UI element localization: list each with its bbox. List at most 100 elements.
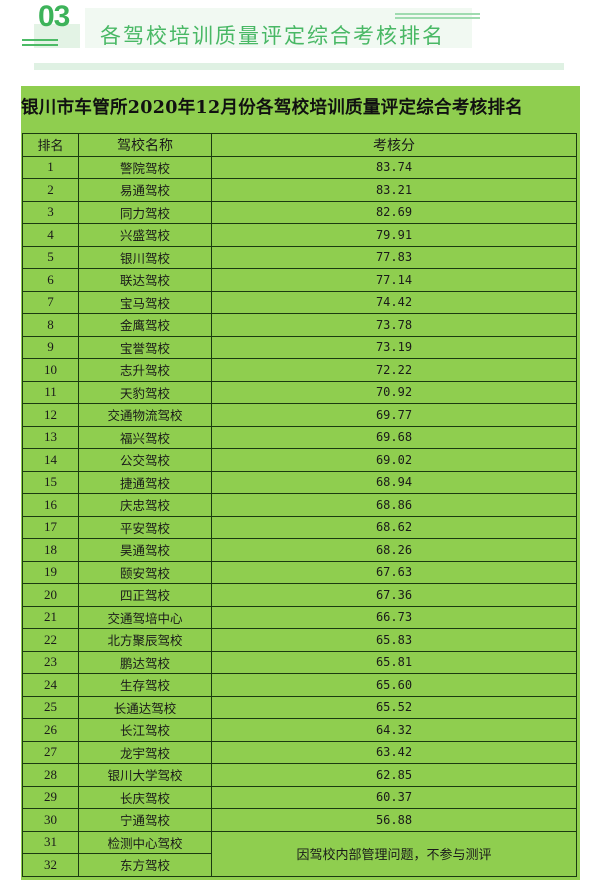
rank-cell: 10 — [22, 358, 79, 382]
table-row: 7 宝马驾校 74.42 — [22, 290, 577, 314]
table-row: 13 福兴驾校 69.68 — [22, 425, 577, 449]
rank-cell: 20 — [22, 583, 79, 607]
school-name-cell: 宝马驾校 — [78, 290, 212, 314]
school-name-cell: 生存驾校 — [78, 673, 212, 697]
score-cell: 64.32 — [211, 718, 577, 742]
excluded-note-cell: 因驾校内部管理问题，不参与测评 — [211, 830, 577, 877]
school-name-cell: 警院驾校 — [78, 155, 212, 179]
score-cell: 65.52 — [211, 695, 577, 719]
section-title-box — [85, 8, 472, 48]
score-cell: 65.83 — [211, 628, 577, 652]
school-name-cell: 捷通驾校 — [78, 470, 212, 494]
table-row-excluded: 31 检测中心驾校 因驾校内部管理问题，不参与测评 — [22, 830, 577, 877]
table-row: 22 北方聚辰驾校 65.83 — [22, 628, 577, 652]
rank-cell: 12 — [22, 403, 79, 427]
score-cell: 68.26 — [211, 538, 577, 562]
table-row: 28 银川大学驾校 62.85 — [22, 763, 577, 787]
table-row: 6 联达驾校 77.14 — [22, 268, 577, 292]
section-number: 03 — [38, 0, 70, 33]
section-divider-bar — [34, 63, 564, 70]
table-row: 26 长江驾校 64.32 — [22, 718, 577, 742]
school-name-cell: 颐安驾校 — [78, 560, 212, 584]
school-name-cell: 长通达驾校 — [78, 695, 212, 719]
school-name-cell: 鹏达驾校 — [78, 650, 212, 674]
school-name-cell: 宝誉驾校 — [78, 335, 212, 359]
school-name-cell: 东方驾校 — [78, 853, 212, 877]
header-rank: 排名 — [22, 133, 79, 157]
rank-cell: 5 — [22, 245, 79, 269]
rank-cell: 19 — [22, 560, 79, 584]
rank-cell: 11 — [22, 380, 79, 404]
table-row: 23 鹏达驾校 65.81 — [22, 650, 577, 674]
decorative-line — [395, 13, 480, 15]
school-name-cell: 联达驾校 — [78, 268, 212, 292]
rank-cell: 29 — [22, 785, 79, 809]
score-cell: 69.68 — [211, 425, 577, 449]
score-cell: 56.88 — [211, 808, 577, 832]
score-cell: 68.94 — [211, 470, 577, 494]
score-cell: 62.85 — [211, 763, 577, 787]
table-row: 17 平安驾校 68.62 — [22, 515, 577, 539]
rank-cell: 18 — [22, 538, 79, 562]
table-row: 14 公交驾校 69.02 — [22, 448, 577, 472]
table-row: 30 宁通驾校 56.88 — [22, 808, 577, 832]
rank-cell: 2 — [22, 178, 79, 202]
table-row: 1 警院驾校 83.74 — [22, 155, 577, 179]
table-row: 8 金鹰驾校 73.78 — [22, 313, 577, 337]
school-name-cell: 同力驾校 — [78, 200, 212, 224]
rank-cell: 32 — [22, 853, 79, 877]
rank-cell: 27 — [22, 740, 79, 764]
rank-cell: 15 — [22, 470, 79, 494]
school-name-cell: 兴盛驾校 — [78, 223, 212, 247]
table-row: 24 生存驾校 65.60 — [22, 673, 577, 697]
score-cell: 68.62 — [211, 515, 577, 539]
score-cell: 72.22 — [211, 358, 577, 382]
rank-cell: 22 — [22, 628, 79, 652]
score-cell: 77.83 — [211, 245, 577, 269]
decorative-line — [22, 44, 58, 46]
ranking-sheet: 银川市车管所2020年12月份各驾校培训质量评定综合考核排名 排名 驾校名称 考… — [21, 86, 580, 880]
school-name-cell: 志升驾校 — [78, 358, 212, 382]
school-name-cell: 龙宇驾校 — [78, 740, 212, 764]
table-row: 2 易通驾校 83.21 — [22, 178, 577, 202]
rank-cell: 31 — [22, 830, 79, 854]
rank-cell: 8 — [22, 313, 79, 337]
header-score: 考核分 — [211, 133, 577, 157]
table-row: 29 长庆驾校 60.37 — [22, 785, 577, 809]
school-name-cell: 长江驾校 — [78, 718, 212, 742]
score-cell: 70.92 — [211, 380, 577, 404]
score-cell: 65.60 — [211, 673, 577, 697]
decorative-line — [22, 39, 58, 41]
table-header-row: 排名 驾校名称 考核分 — [22, 133, 577, 157]
score-cell: 79.91 — [211, 223, 577, 247]
school-name-cell: 福兴驾校 — [78, 425, 212, 449]
score-cell: 74.42 — [211, 290, 577, 314]
school-name-cell: 易通驾校 — [78, 178, 212, 202]
rank-cell: 3 — [22, 200, 79, 224]
section-title: 各驾校培训质量评定综合考核排名 — [100, 24, 445, 48]
rank-cell: 23 — [22, 650, 79, 674]
rank-cell: 28 — [22, 763, 79, 787]
rank-cell: 16 — [22, 493, 79, 517]
score-cell: 68.86 — [211, 493, 577, 517]
rank-cell: 21 — [22, 605, 79, 629]
school-name-cell: 长庆驾校 — [78, 785, 212, 809]
table-row: 19 颐安驾校 67.63 — [22, 560, 577, 584]
rank-cell: 1 — [22, 155, 79, 179]
school-name-cell: 交通物流驾校 — [78, 403, 212, 427]
table-row: 3 同力驾校 82.69 — [22, 200, 577, 224]
score-cell: 73.78 — [211, 313, 577, 337]
table-row-excluded: 32 东方驾校 — [22, 853, 577, 877]
rank-cell: 25 — [22, 695, 79, 719]
table-row: 9 宝誉驾校 73.19 — [22, 335, 577, 359]
rank-cell: 13 — [22, 425, 79, 449]
score-cell: 69.77 — [211, 403, 577, 427]
school-name-cell: 交通驾培中心 — [78, 605, 212, 629]
rank-cell: 14 — [22, 448, 79, 472]
school-name-cell: 金鹰驾校 — [78, 313, 212, 337]
school-name-cell: 银川大学驾校 — [78, 763, 212, 787]
school-name-cell: 银川驾校 — [78, 245, 212, 269]
rank-cell: 6 — [22, 268, 79, 292]
table-row: 25 长通达驾校 65.52 — [22, 695, 577, 719]
table-row: 10 志升驾校 72.22 — [22, 358, 577, 382]
